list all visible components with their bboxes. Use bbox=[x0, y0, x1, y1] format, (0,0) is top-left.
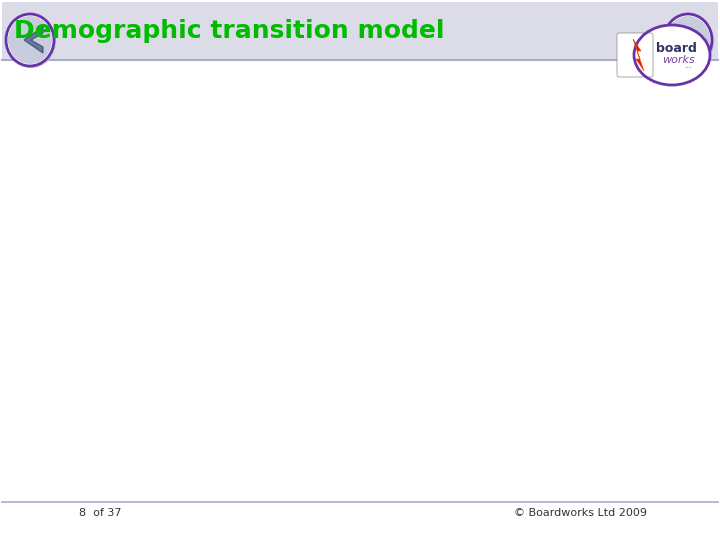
Text: 8  of 37: 8 of 37 bbox=[78, 508, 121, 518]
Ellipse shape bbox=[666, 16, 710, 64]
Ellipse shape bbox=[664, 14, 712, 66]
FancyBboxPatch shape bbox=[617, 33, 653, 77]
Text: ...: ... bbox=[684, 60, 692, 70]
Ellipse shape bbox=[6, 14, 54, 66]
Ellipse shape bbox=[634, 25, 710, 85]
Polygon shape bbox=[24, 27, 43, 53]
Text: works: works bbox=[662, 55, 694, 65]
Polygon shape bbox=[633, 39, 644, 71]
Text: © Boardworks Ltd 2009: © Boardworks Ltd 2009 bbox=[513, 508, 647, 518]
Bar bbox=[2, 2, 718, 60]
Ellipse shape bbox=[664, 14, 714, 68]
Ellipse shape bbox=[8, 16, 52, 64]
Ellipse shape bbox=[6, 14, 56, 68]
Polygon shape bbox=[675, 27, 694, 53]
Text: Demographic transition model: Demographic transition model bbox=[14, 19, 444, 43]
Text: board: board bbox=[656, 42, 696, 55]
